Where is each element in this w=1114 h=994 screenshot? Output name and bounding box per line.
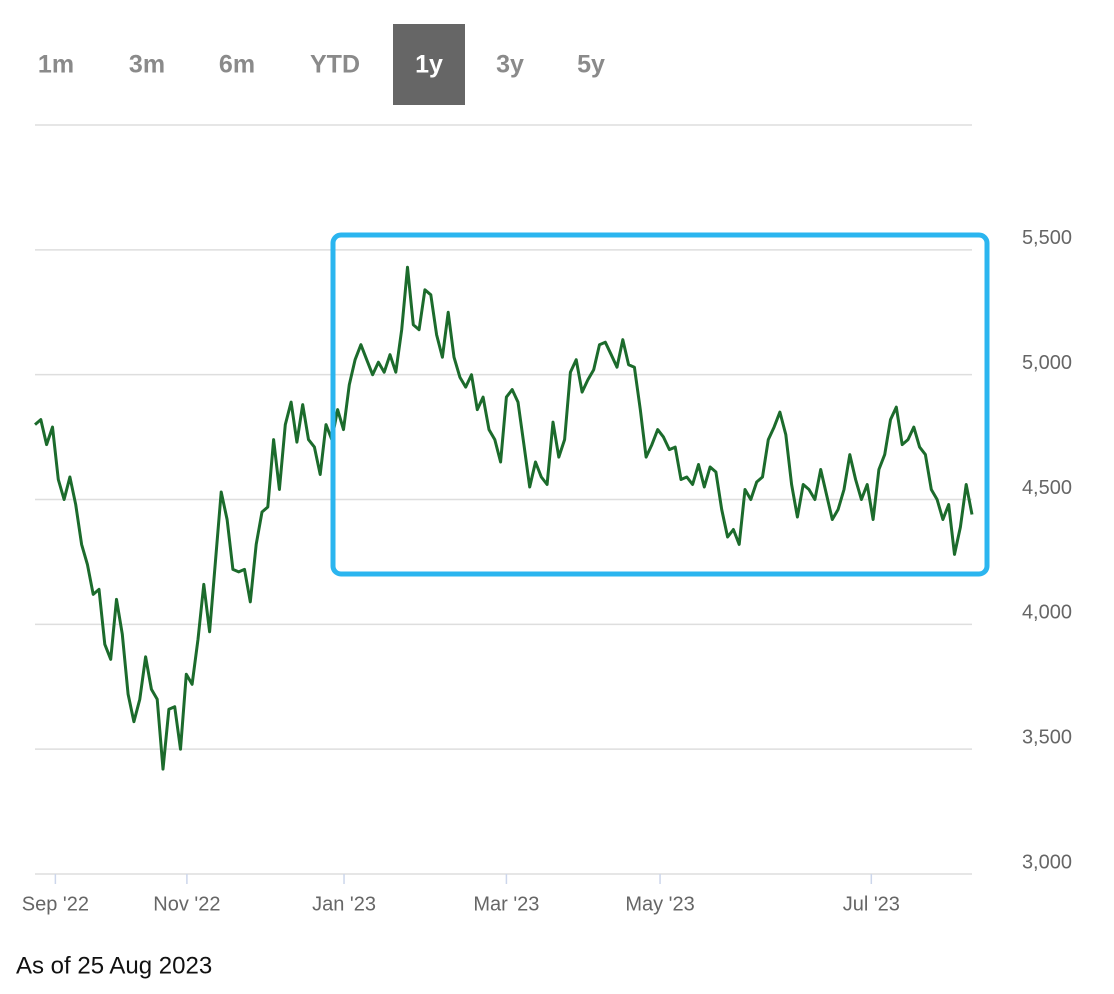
y-tick-label: 3,500 xyxy=(1022,726,1072,748)
x-tick-label: Jan '23 xyxy=(312,893,376,915)
range-button[interactable]: 3y xyxy=(496,51,524,79)
y-tick-label: 4,500 xyxy=(1022,477,1072,499)
x-tick-label: Sep '22 xyxy=(22,893,89,915)
y-tick-label: 5,500 xyxy=(1022,227,1072,249)
price-line xyxy=(34,265,974,771)
y-tick-label: 4,000 xyxy=(1022,602,1072,624)
y-tick-label: 3,000 xyxy=(1022,851,1072,873)
range-button[interactable]: YTD xyxy=(310,51,360,79)
x-tick-label: Nov '22 xyxy=(153,893,220,915)
range-button[interactable]: 1y xyxy=(415,51,443,79)
range-button-bg[interactable] xyxy=(393,24,465,105)
x-tick-label: Jul '23 xyxy=(843,893,900,915)
highlight-box xyxy=(330,232,990,577)
range-button[interactable]: 6m xyxy=(219,51,255,79)
footnote: As of 25 Aug 2023 xyxy=(16,952,212,979)
x-tick-label: Mar '23 xyxy=(473,893,539,915)
range-button[interactable]: 5y xyxy=(577,51,605,79)
range-button[interactable]: 1m xyxy=(38,51,74,79)
y-tick-label: 5,000 xyxy=(1022,352,1072,374)
range-button[interactable]: 3m xyxy=(129,51,165,79)
x-tick-label: May '23 xyxy=(625,893,694,915)
